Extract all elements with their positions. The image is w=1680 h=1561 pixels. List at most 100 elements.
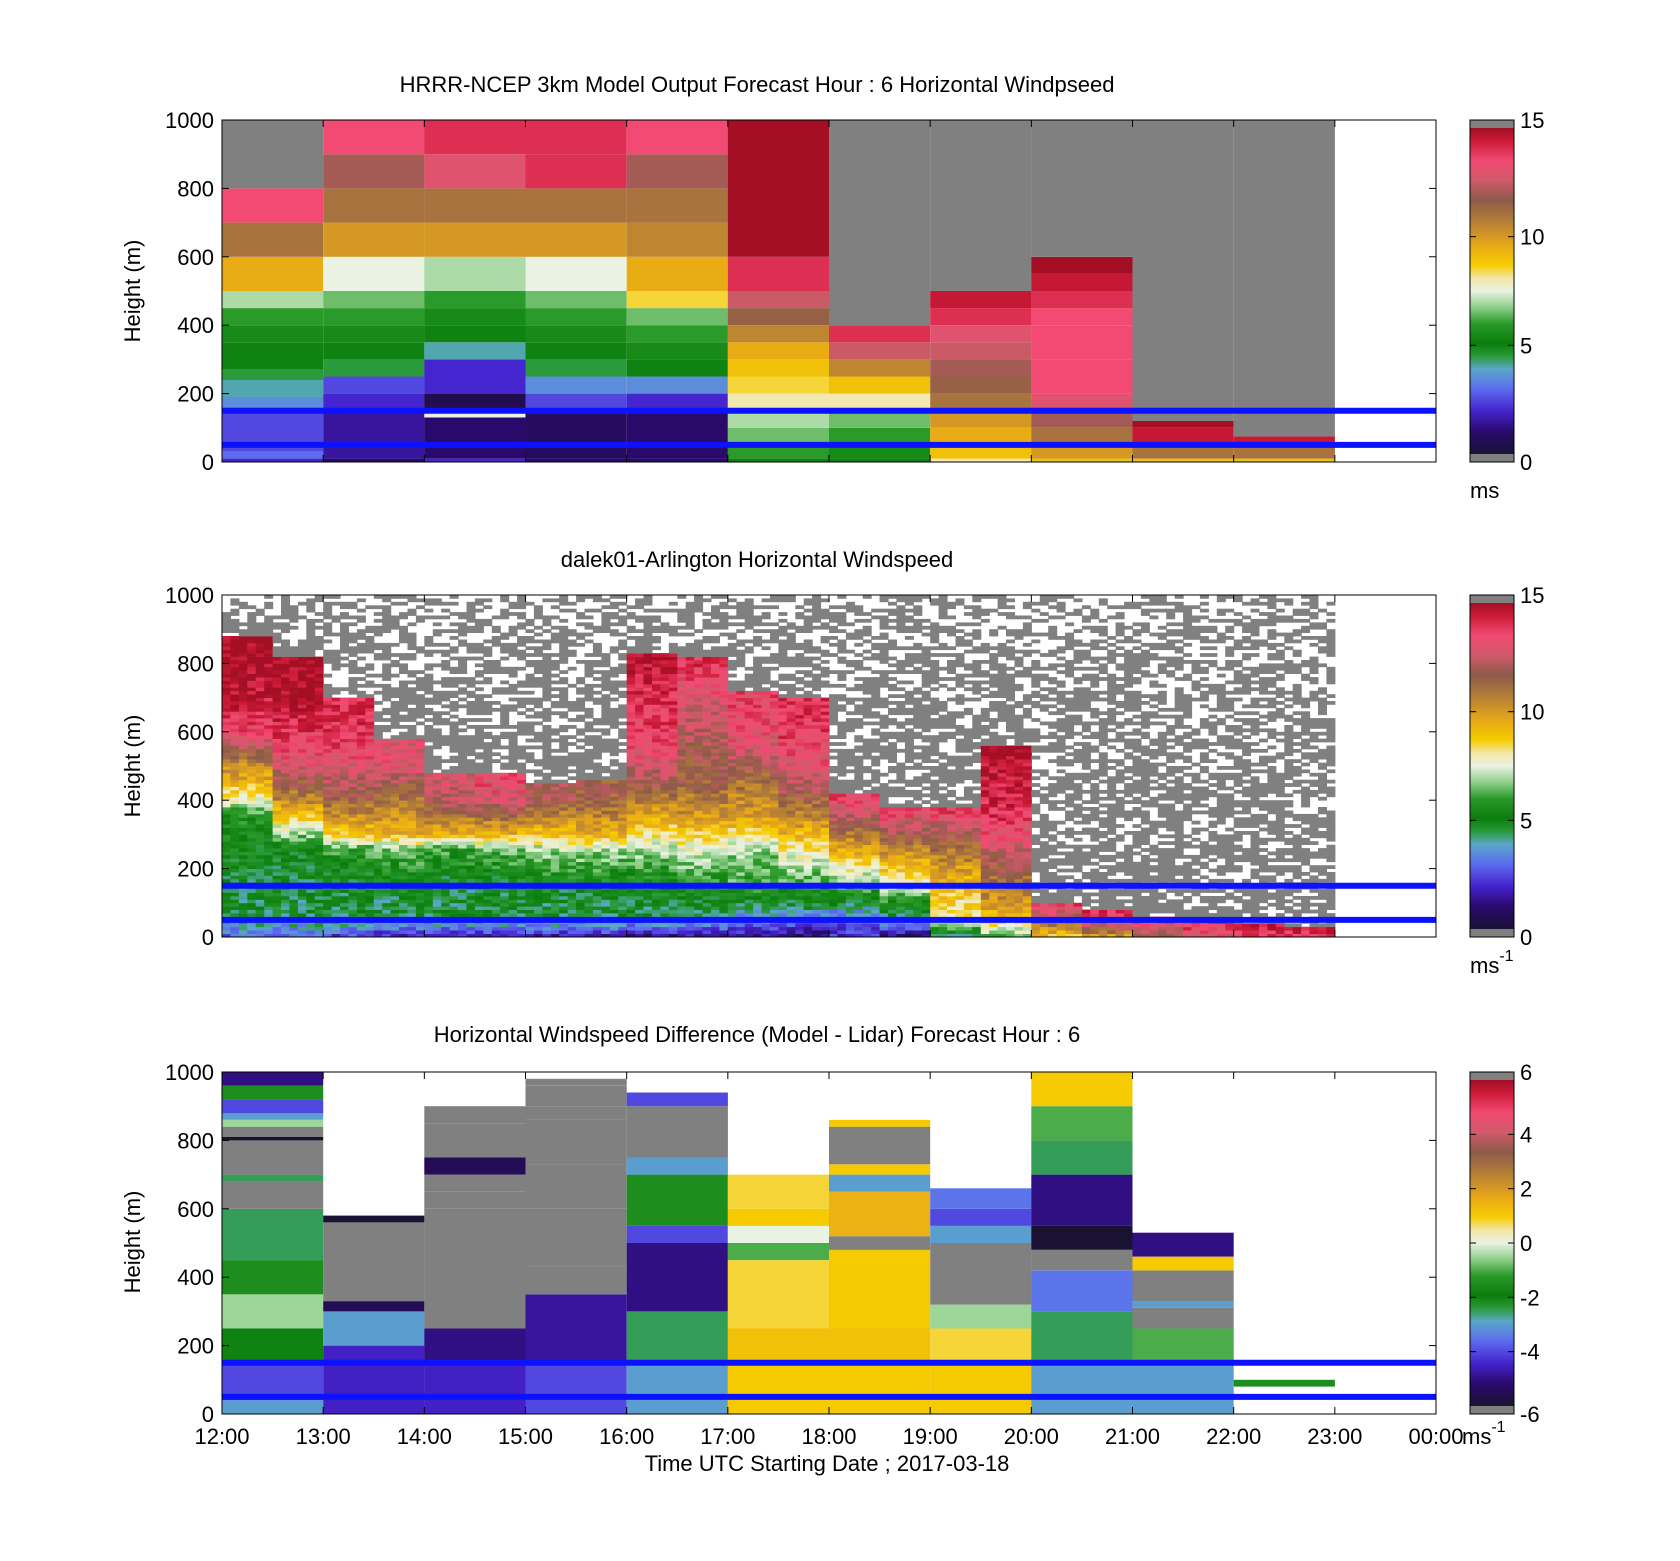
heatmap-cell — [356, 649, 366, 654]
heatmap-cell — [550, 878, 560, 883]
heatmap-cell — [609, 824, 619, 828]
heatmap-cell — [685, 841, 695, 845]
heatmap-cell — [399, 762, 408, 767]
heatmap-cell — [289, 930, 299, 934]
heatmap-cell — [449, 892, 459, 897]
heatmap-cell — [483, 748, 493, 753]
heatmap-cell — [474, 854, 484, 859]
heatmap-cell — [289, 817, 299, 822]
heatmap-cell — [533, 660, 543, 664]
heatmap-cell — [660, 694, 670, 698]
heatmap-cell — [567, 923, 577, 928]
heatmap-cell — [390, 892, 400, 897]
heatmap-cell — [238, 639, 248, 644]
heatmap-cell — [281, 683, 290, 688]
heatmap-cell — [533, 854, 543, 859]
heatmap-cell — [365, 666, 375, 671]
heatmap-cell — [247, 930, 257, 934]
heatmap-cell — [576, 896, 586, 900]
heatmap-cell — [601, 926, 611, 931]
heatmap-cell — [365, 899, 375, 904]
heatmap-cell — [331, 653, 341, 657]
heatmap-cell — [356, 896, 366, 900]
heatmap-cell — [314, 725, 324, 729]
heatmap-cell — [306, 831, 316, 835]
heatmap-cell — [525, 707, 535, 712]
heatmap-cell — [626, 817, 636, 822]
heatmap-cell — [626, 896, 636, 900]
heatmap-cell — [567, 755, 577, 760]
heatmap-cell — [576, 793, 586, 798]
heatmap-cell — [230, 735, 240, 739]
heatmap-cell — [829, 120, 931, 326]
heatmap-cell — [247, 769, 257, 774]
heatmap-cell — [356, 618, 366, 623]
heatmap-cell — [289, 844, 299, 849]
heatmap-cell — [550, 889, 560, 893]
heatmap-cell — [559, 725, 569, 729]
heatmap-cell — [474, 649, 484, 654]
heatmap-cell — [247, 786, 257, 791]
heatmap-cell — [407, 902, 417, 907]
heatmap-cell — [247, 728, 257, 733]
heatmap-cell — [677, 889, 687, 893]
heatmap-cell — [466, 902, 476, 907]
heatmap-cell — [281, 875, 290, 880]
heatmap-cell — [533, 868, 543, 873]
heatmap-cell — [533, 858, 543, 863]
heatmap-cell — [601, 707, 611, 712]
heatmap-cell — [399, 865, 408, 869]
heatmap-cell — [525, 745, 535, 750]
heatmap-cell — [483, 755, 493, 760]
heatmap-cell — [441, 735, 451, 739]
heatmap-cell — [331, 742, 341, 746]
heatmap-cell — [365, 813, 375, 818]
heatmap-cell — [483, 872, 493, 876]
heatmap-cell — [382, 834, 392, 839]
heatmap-cell — [222, 690, 231, 695]
heatmap-cell — [424, 663, 434, 668]
heatmap-cell — [474, 861, 484, 866]
heatmap-cell — [643, 766, 653, 770]
heatmap-cell — [314, 766, 324, 770]
heatmap-cell — [466, 677, 476, 681]
heatmap-cell — [643, 759, 653, 763]
heatmap-cell — [281, 766, 290, 770]
heatmap-cell — [542, 844, 552, 849]
heatmap-cell — [542, 752, 552, 757]
heatmap-cell — [323, 899, 333, 904]
heatmap-cell — [255, 789, 265, 794]
heatmap-cell — [643, 666, 653, 671]
heatmap-cell — [449, 820, 459, 825]
heatmap-cell — [474, 673, 484, 678]
heatmap-cell — [694, 766, 704, 770]
y-tick-label: 800 — [177, 176, 214, 201]
heatmap-cell — [306, 605, 316, 610]
heatmap-cell — [466, 851, 476, 856]
heatmap-cell — [390, 687, 400, 692]
heatmap-cell — [550, 820, 560, 825]
heatmap-cell — [694, 745, 704, 750]
heatmap-cell — [399, 789, 408, 794]
heatmap-cell — [677, 748, 687, 753]
heatmap-cell — [542, 745, 552, 750]
heatmap-cell — [542, 865, 552, 869]
heatmap-cell — [525, 803, 535, 808]
heatmap-cell — [525, 393, 627, 411]
heatmap-cell — [297, 858, 307, 863]
heatmap-cell — [635, 841, 645, 845]
heatmap-cell — [576, 868, 586, 873]
heatmap-cell — [255, 748, 265, 753]
heatmap-cell — [407, 872, 417, 876]
heatmap-cell — [415, 772, 425, 777]
heatmap-cell — [592, 807, 602, 811]
heatmap-cell — [685, 680, 695, 685]
heatmap-cell — [255, 776, 265, 781]
heatmap-cell — [525, 653, 535, 657]
heatmap-cell — [399, 786, 408, 791]
heatmap-cell — [660, 810, 670, 815]
heatmap-cell — [314, 831, 324, 835]
heatmap-cell — [331, 745, 341, 750]
heatmap-cell — [264, 769, 274, 774]
heatmap-cell — [643, 933, 653, 937]
